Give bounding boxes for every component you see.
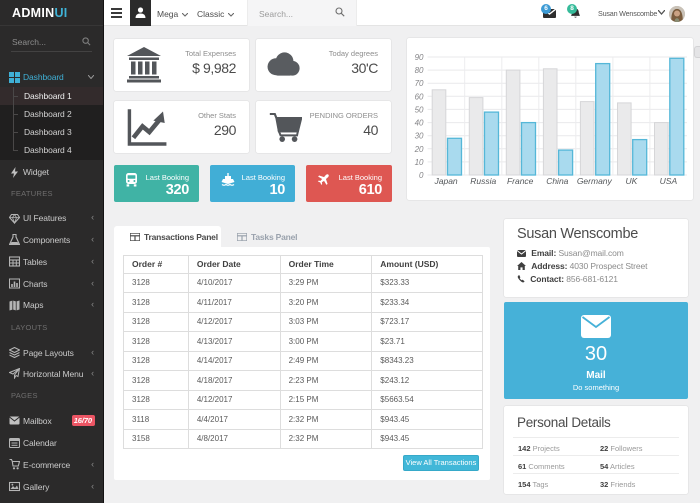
svg-text:Russia: Russia <box>470 176 496 186</box>
svg-text:20: 20 <box>414 145 424 154</box>
svg-text:10: 10 <box>415 158 424 167</box>
svg-text:30: 30 <box>415 132 424 141</box>
svg-text:50: 50 <box>415 105 424 114</box>
svg-text:40: 40 <box>415 119 424 128</box>
svg-text:0: 0 <box>419 171 424 180</box>
svg-text:UK: UK <box>625 176 637 186</box>
svg-text:Japan: Japan <box>434 176 458 186</box>
svg-text:China: China <box>546 176 568 186</box>
svg-text:France: France <box>507 176 534 186</box>
svg-text:USA: USA <box>660 176 678 186</box>
svg-text:60: 60 <box>415 92 424 101</box>
svg-text:90: 90 <box>415 53 424 62</box>
svg-text:70: 70 <box>415 79 424 88</box>
svg-text:Germany: Germany <box>577 176 613 186</box>
svg-text:80: 80 <box>415 66 424 75</box>
